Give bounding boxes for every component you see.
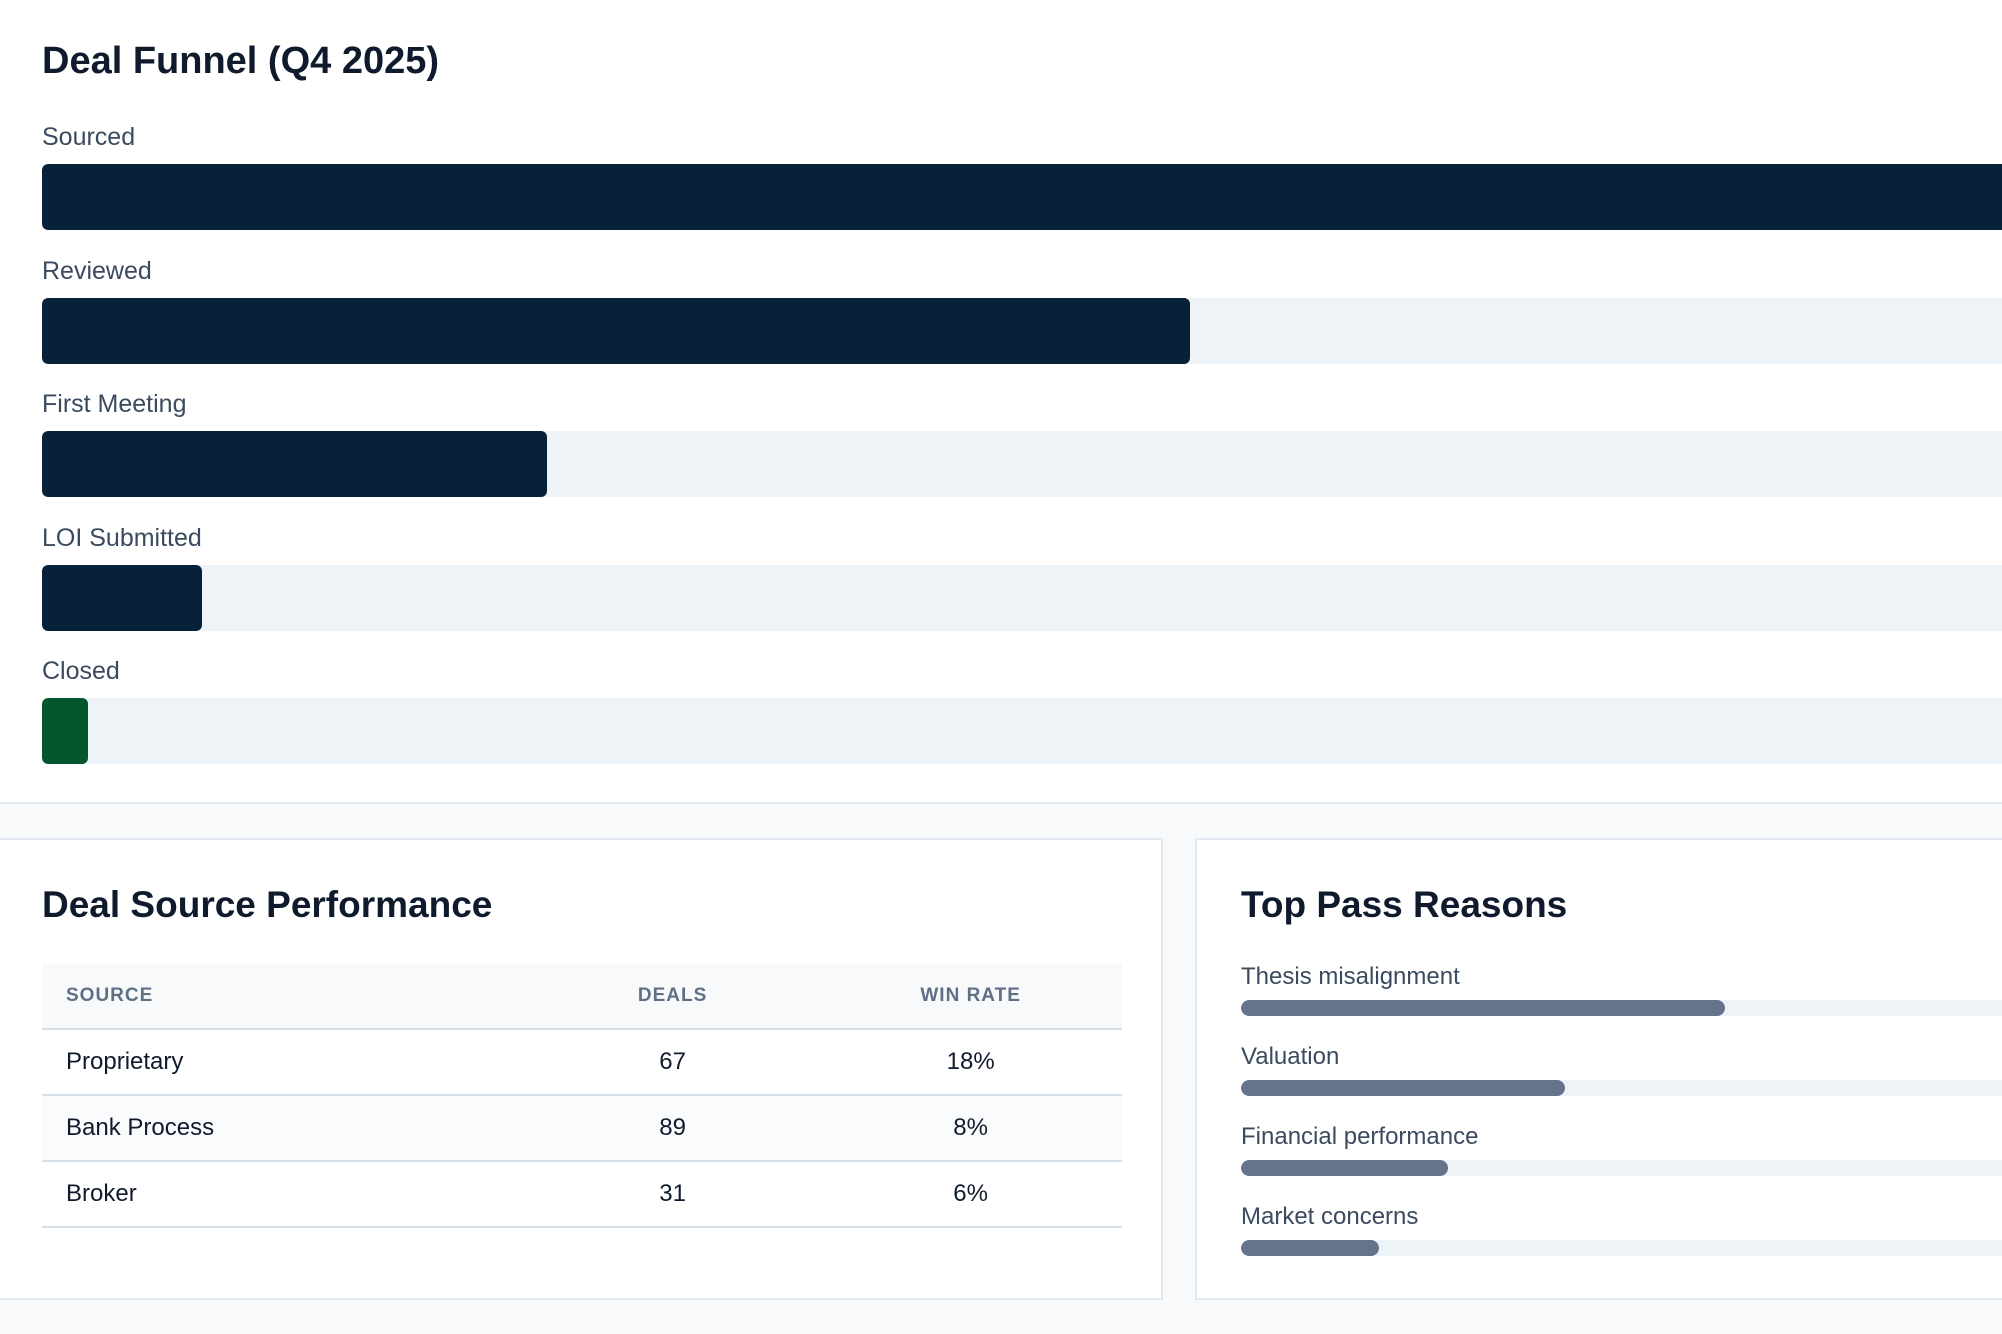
pass-reasons-title: Top Pass Reasons: [1241, 884, 1568, 925]
cell-deals: 31: [525, 1161, 820, 1228]
cell-win-rate: 6%: [819, 1161, 1122, 1228]
reason-label: Market concerns: [1241, 1203, 1419, 1230]
reason-label: Financial performance: [1241, 1123, 1479, 1150]
funnel-title: Deal Funnel (Q4 2025): [42, 40, 440, 82]
stage-label: Reviewed: [42, 257, 152, 285]
top-pass-reasons-card: Top Pass Reasons Thesis misalignment Val…: [1195, 838, 2002, 1300]
funnel-stage-reviewed: Reviewed: [42, 256, 2002, 364]
stage-bar-loi-submitted: [42, 565, 203, 631]
stage-track: [42, 298, 2002, 364]
reason-bar-thesis-misalignment: [1241, 1000, 1725, 1016]
reason-label: Valuation: [1241, 1043, 1340, 1070]
stage-track: [42, 565, 2002, 631]
column-header-deals[interactable]: DEALS: [525, 964, 820, 1030]
pass-reason-valuation: Valuation: [1241, 1042, 2002, 1096]
reason-track: [1241, 1240, 2002, 1256]
pass-reason-financial-performance: Financial performance: [1241, 1122, 2002, 1176]
reason-label: Thesis misalignment: [1241, 963, 1460, 990]
funnel-stage-sourced: Sourced: [42, 122, 2002, 230]
table-row[interactable]: Bank Process 89 8%: [42, 1095, 1122, 1162]
cell-win-rate: 8%: [819, 1095, 1122, 1162]
cell-source: Bank Process: [42, 1095, 526, 1162]
stage-track: [42, 698, 2002, 764]
funnel-stage-closed: Closed: [42, 656, 2002, 764]
cell-source: Proprietary: [42, 1029, 526, 1096]
cell-source: Broker: [42, 1161, 526, 1228]
column-header-win-rate[interactable]: WIN RATE: [819, 964, 1122, 1030]
cell-win-rate: 18%: [819, 1029, 1122, 1096]
reason-bar-valuation: [1241, 1080, 1565, 1096]
stage-bar-first-meeting: [42, 431, 547, 497]
deal-funnel-card: Deal Funnel (Q4 2025) Sourced Reviewed F…: [0, 0, 2002, 804]
reason-track: [1241, 1160, 2002, 1176]
pass-reason-market-concerns: Market concerns: [1241, 1202, 2002, 1256]
reason-bar-financial-performance: [1241, 1160, 1449, 1176]
stage-track: [42, 164, 2002, 230]
stage-bar-closed: [42, 698, 88, 764]
cell-deals: 89: [525, 1095, 820, 1162]
reason-bar-market-concerns: [1241, 1240, 1379, 1256]
table-row[interactable]: Broker 31 6%: [42, 1161, 1122, 1228]
funnel-stage-first-meeting: First Meeting: [42, 389, 2002, 497]
funnel-stage-loi-submitted: LOI Submitted: [42, 523, 2002, 631]
column-header-source[interactable]: SOURCE: [42, 964, 526, 1030]
deal-source-performance-card: Deal Source Performance SOURCE DEALS WIN…: [0, 838, 1163, 1300]
stage-bar-sourced: [42, 164, 2002, 230]
pass-reason-thesis-misalignment: Thesis misalignment: [1241, 962, 2002, 1016]
stage-label: Closed: [42, 657, 120, 685]
cell-deals: 67: [525, 1029, 820, 1096]
stage-label: First Meeting: [42, 390, 187, 418]
table-header-row: SOURCE DEALS WIN RATE: [42, 964, 1122, 1030]
source-performance-title: Deal Source Performance: [42, 884, 493, 925]
source-performance-table: SOURCE DEALS WIN RATE Proprietary 67 18%…: [42, 964, 1122, 1228]
reason-track: [1241, 1000, 2002, 1016]
stage-track: [42, 431, 2002, 497]
stage-label: Sourced: [42, 123, 136, 151]
reason-track: [1241, 1080, 2002, 1096]
table-row[interactable]: Proprietary 67 18%: [42, 1029, 1122, 1096]
stage-label: LOI Submitted: [42, 524, 202, 552]
stage-bar-reviewed: [42, 298, 1191, 364]
